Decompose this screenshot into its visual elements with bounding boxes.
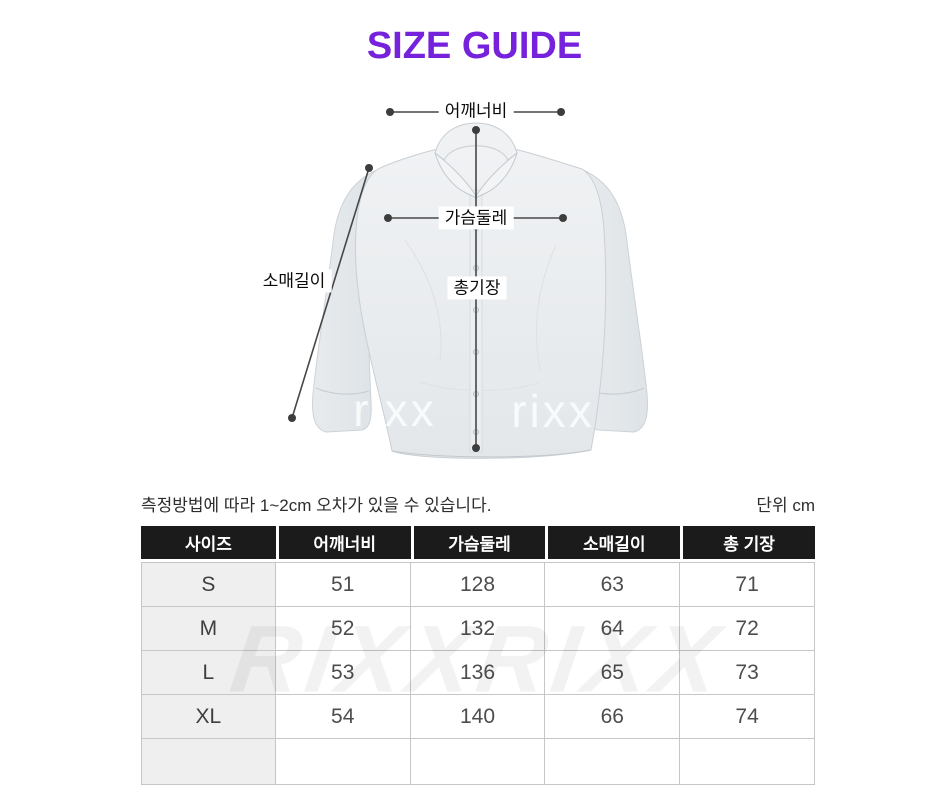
header-cell-chest: 가슴둘레 [410, 526, 546, 562]
value-cell: 132 [410, 607, 546, 651]
value-cell: 73 [680, 651, 815, 695]
value-cell: 74 [680, 695, 815, 739]
value-cell: 140 [410, 695, 546, 739]
measurement-note-row: 측정방법에 따라 1~2cm 오차가 있을 수 있습니다. 단위 cm [141, 491, 815, 516]
header-cell-size: 사이즈 [141, 526, 276, 562]
table-row: XL 54 140 66 74 [141, 695, 815, 739]
measurement-label-sleeve: 소매길이 [256, 269, 332, 293]
measurement-label-shoulder: 어깨너비 [438, 99, 514, 123]
size-cell: XL [141, 695, 276, 739]
measurement-label-chest: 가슴둘레 [438, 206, 514, 230]
value-cell: 63 [545, 562, 681, 607]
value-cell: 65 [545, 651, 681, 695]
value-cell: 53 [275, 651, 411, 695]
value-cell: 136 [410, 651, 546, 695]
page-title: SIZE GUIDE [366, 25, 583, 67]
table-row: S 51 128 63 71 [141, 562, 815, 607]
value-cell: 54 [275, 695, 411, 739]
measurement-label-length: 총기장 [447, 276, 507, 300]
table-row: L 53 136 65 73 [141, 651, 815, 695]
empty-cell [410, 739, 546, 785]
value-cell: 71 [680, 562, 815, 607]
sleeve-measure-line [288, 164, 373, 422]
size-cell: S [141, 562, 276, 607]
value-cell: 72 [680, 607, 815, 651]
table-header-row: 사이즈 어깨너비 가슴둘레 소매길이 총 기장 [141, 526, 815, 562]
measurement-note: 측정방법에 따라 1~2cm 오차가 있을 수 있습니다. [141, 496, 492, 515]
empty-cell [141, 739, 276, 785]
empty-cell [545, 739, 681, 785]
size-cell: L [141, 651, 276, 695]
shirt-graphic [312, 122, 648, 459]
size-table: 사이즈 어깨너비 가슴둘레 소매길이 총 기장 S 51 128 63 71 M [141, 526, 815, 785]
unit-label: 단위 cm [756, 496, 815, 515]
size-cell: M [141, 607, 276, 651]
value-cell: 64 [545, 607, 681, 651]
shirt-figure: rixx rixx 어깨너비 가슴둘레 소매길이 총기장 [256, 99, 648, 459]
empty-cell [275, 739, 411, 785]
shirt-size-diagram [288, 108, 648, 459]
header-cell-length: 총 기장 [680, 526, 815, 562]
header-cell-sleeve: 소매길이 [545, 526, 681, 562]
value-cell: 128 [410, 562, 546, 607]
value-cell: 51 [275, 562, 411, 607]
table-row-empty [141, 739, 815, 785]
value-cell: 66 [545, 695, 681, 739]
table-row: M 52 132 64 72 [141, 607, 815, 651]
empty-cell [680, 739, 815, 785]
header-cell-shoulder: 어깨너비 [275, 526, 411, 562]
size-table-container: 사이즈 어깨너비 가슴둘레 소매길이 총 기장 S 51 128 63 71 M [141, 526, 815, 785]
value-cell: 52 [275, 607, 411, 651]
